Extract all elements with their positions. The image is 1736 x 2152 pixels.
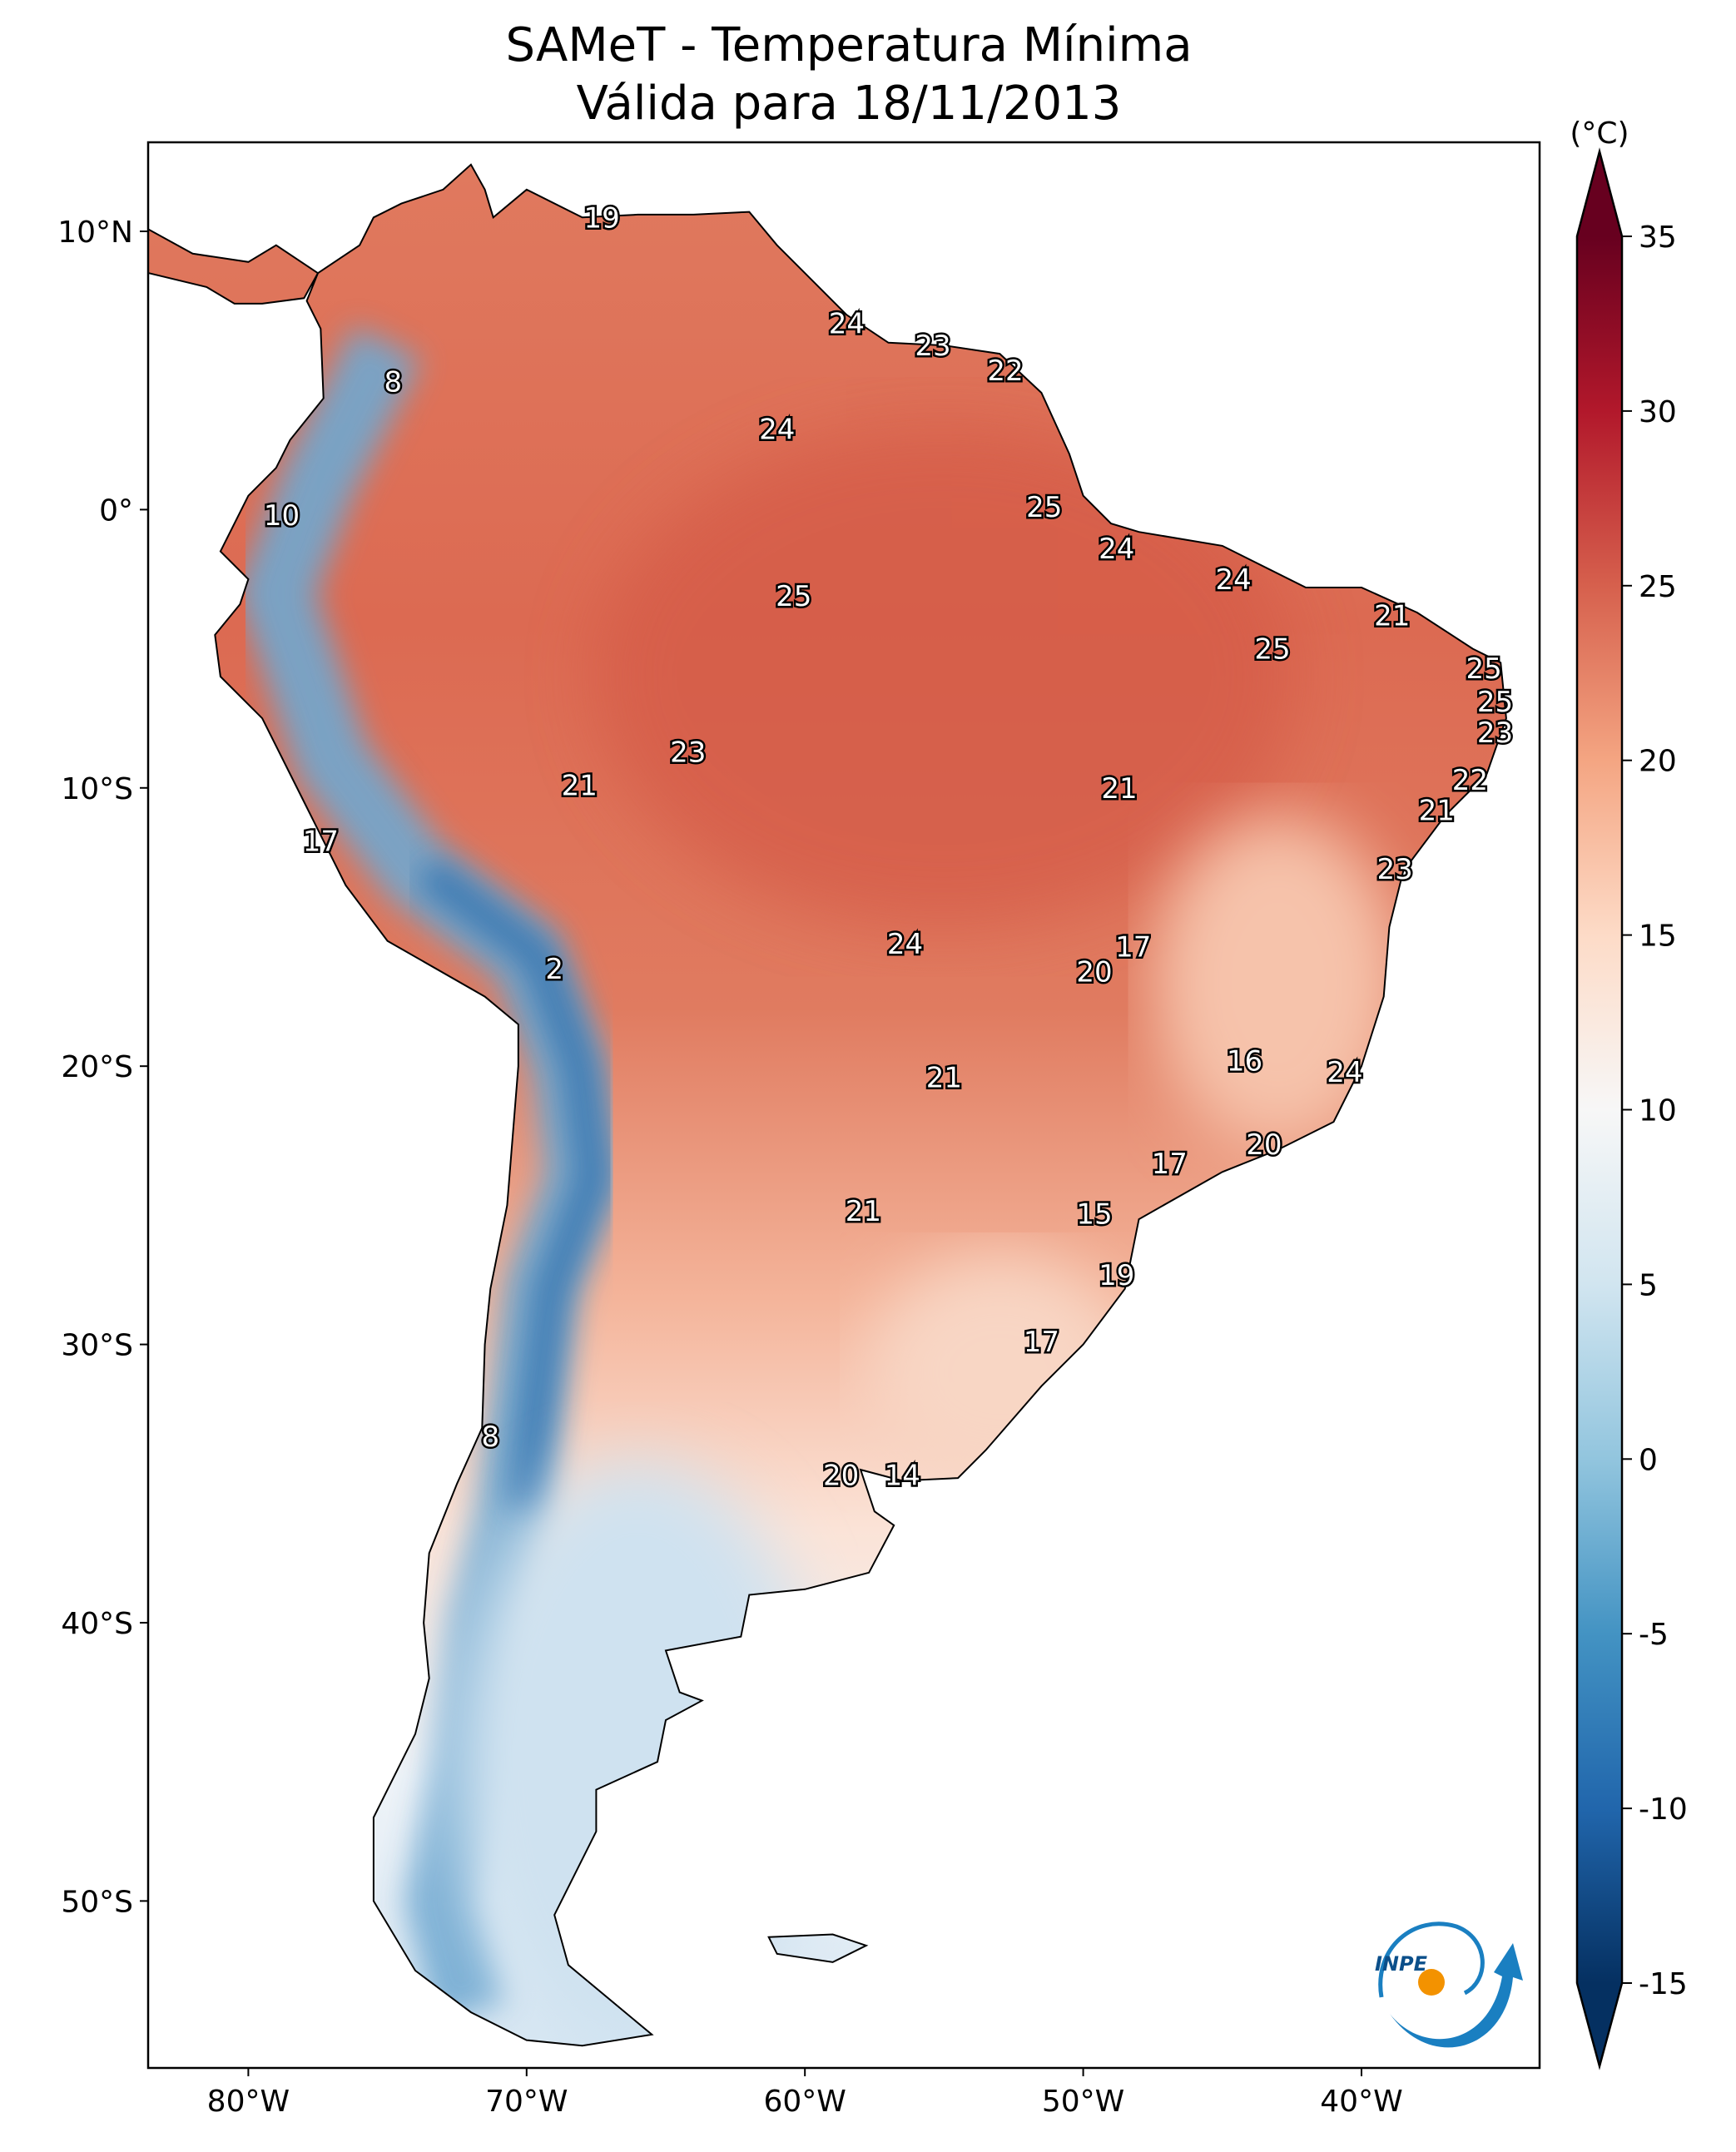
- minas-mild-area: [1153, 816, 1403, 1149]
- colorbar-unit-label: (°C): [1570, 117, 1629, 151]
- temperature-label: 21: [562, 769, 598, 802]
- lat-tick-label: 40°S: [61, 1607, 133, 1641]
- temperature-label: 24: [1099, 533, 1134, 566]
- temperature-label: 20: [823, 1460, 859, 1493]
- temperature-label: 14: [885, 1460, 920, 1493]
- lon-tick-label: 70°W: [485, 2085, 568, 2119]
- temperature-label: 25: [776, 580, 811, 613]
- temperature-label: 21: [846, 1195, 881, 1228]
- temperature-label: 25: [1477, 686, 1513, 719]
- temperature-label: 25: [1254, 633, 1290, 667]
- temperature-label: 16: [1227, 1044, 1262, 1078]
- temperature-label: 22: [1452, 764, 1488, 797]
- colorbar-max-arrow: [1577, 151, 1622, 236]
- temperature-label: 23: [915, 330, 950, 363]
- temperature-label: 24: [1216, 563, 1252, 597]
- temperature-label: 21: [1374, 599, 1410, 632]
- colorbar-tick-label: -10: [1639, 1793, 1688, 1827]
- colorbar-tick-label: 30: [1639, 395, 1677, 429]
- temperature-label: 21: [1419, 795, 1455, 828]
- temperature-label: 22: [987, 355, 1023, 388]
- patagonia-cool-area: [454, 1462, 821, 2046]
- lon-tick-label: 40°W: [1320, 2085, 1402, 2119]
- amazon-warm-area: [594, 427, 1294, 927]
- andes-coldest-band: [416, 858, 611, 1514]
- temperature-label: 23: [670, 736, 706, 769]
- temperature-label: 19: [1099, 1259, 1134, 1292]
- map-title-line1: SAMeT - Temperatura Mínima: [505, 18, 1193, 72]
- temperature-label: 23: [1477, 717, 1513, 750]
- temperature-label: 20: [1076, 955, 1112, 989]
- temperature-label: 17: [303, 825, 339, 858]
- temperature-field: [148, 164, 1506, 2046]
- lat-tick-label: 0°: [99, 493, 133, 528]
- temperature-label: 24: [759, 413, 795, 446]
- temperature-label: 25: [1026, 491, 1062, 524]
- colorbar-tick-label: 10: [1639, 1094, 1677, 1128]
- lon-tick-label: 50°W: [1042, 2085, 1124, 2119]
- lat-tick-label: 50°S: [61, 1885, 133, 1919]
- temperature-label: 19: [583, 201, 619, 235]
- temperature-label: 8: [481, 1421, 499, 1454]
- colorbar-tick-label: 20: [1639, 745, 1677, 779]
- temperature-label: 24: [887, 928, 923, 961]
- temperature-label: 24: [1327, 1056, 1362, 1089]
- colorbar-tick-label: 25: [1639, 570, 1677, 604]
- colorbar-tick-label: -5: [1639, 1618, 1669, 1652]
- logo-text: INPE: [1375, 1952, 1428, 1976]
- temperature-label: 2: [545, 953, 563, 986]
- temperature-label: 17: [1115, 930, 1151, 964]
- south-brazil-mild-area: [866, 1256, 1133, 1490]
- temperature-label: 17: [1152, 1148, 1188, 1181]
- temperature-label: 21: [926, 1062, 962, 1095]
- colorbar-gradient: [1577, 236, 1622, 1983]
- plot-frame: [146, 141, 1541, 2070]
- lat-tick-label: 20°S: [61, 1050, 133, 1084]
- colorbar-tick-label: -15: [1639, 1967, 1688, 2001]
- temperature-label: 24: [829, 307, 865, 340]
- lat-tick-label: 10°N: [57, 216, 133, 250]
- temperature-label: 10: [264, 499, 300, 533]
- temperature-label: 17: [1024, 1326, 1059, 1359]
- colorbar: 35 30 25 20 15 10 5 0 -5 -10 -15 (°C): [1570, 117, 1688, 2070]
- temperature-label: 8: [384, 366, 402, 399]
- temperature-label: 23: [1376, 853, 1412, 886]
- inpe-logo: INPE: [1375, 1921, 1523, 2048]
- temperature-label: 21: [1101, 772, 1137, 806]
- colorbar-tick-label: 15: [1639, 920, 1677, 954]
- lon-tick-label: 80°W: [207, 2085, 290, 2119]
- lon-tick-label: 60°W: [763, 2085, 846, 2119]
- temperature-label: 15: [1076, 1197, 1112, 1231]
- colorbar-min-arrow: [1577, 1983, 1622, 2066]
- lat-tick-label: 30°S: [61, 1329, 133, 1363]
- coastline: [148, 163, 1507, 2047]
- colorbar-tick-label: 5: [1639, 1268, 1658, 1302]
- lat-tick-label: 10°S: [61, 772, 133, 806]
- colorbar-tick-label: 35: [1639, 221, 1677, 255]
- temperature-label: 20: [1246, 1128, 1282, 1162]
- map-title-line2: Válida para 18/11/2013: [576, 77, 1122, 131]
- colorbar-tick-label: 0: [1639, 1443, 1658, 1477]
- temperature-label: 25: [1466, 652, 1501, 686]
